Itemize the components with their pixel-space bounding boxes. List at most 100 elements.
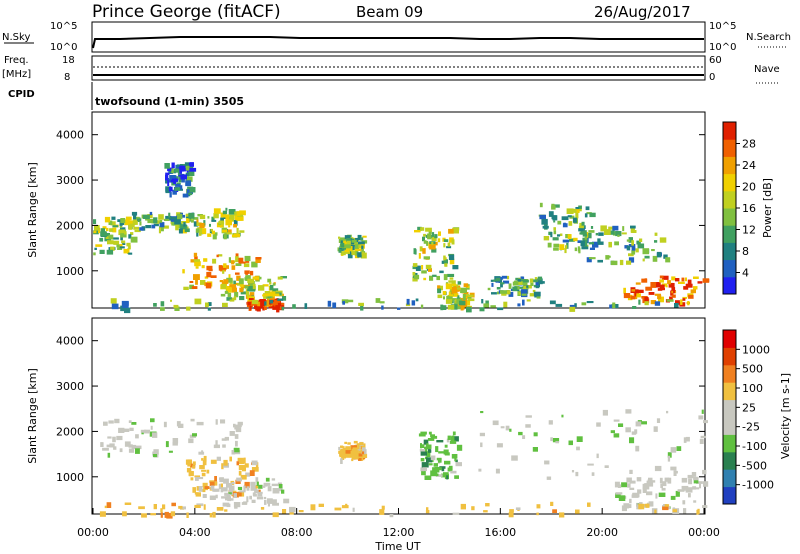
echo-cell (250, 481, 256, 486)
power-cbar-blocks (723, 122, 736, 295)
echo-cell (361, 251, 364, 255)
echo-cell (646, 491, 653, 496)
echo-cell (189, 284, 194, 290)
echo-cell (608, 241, 612, 248)
echo-cell (241, 466, 246, 472)
x-tick-label: 20:00 (586, 526, 618, 539)
echo-cell (693, 276, 699, 279)
echo-cell (625, 503, 629, 509)
echo-cell (666, 410, 669, 414)
echo-cell (193, 259, 200, 262)
echo-cell (128, 444, 133, 448)
echo-cell (272, 305, 277, 310)
echo-cell (225, 496, 230, 501)
echo-cell (142, 214, 150, 219)
echo-cell (188, 471, 194, 477)
echo-cell (533, 284, 538, 288)
echo-cell (118, 427, 125, 433)
echo-cell (215, 494, 218, 499)
echo-cell (668, 283, 675, 288)
echo-cell (239, 296, 245, 301)
echo-cell (268, 305, 274, 309)
echo-cell (107, 240, 114, 245)
echo-cell (243, 263, 250, 268)
echo-cell (213, 208, 221, 214)
echo-cell (128, 420, 132, 423)
echo-cell (670, 495, 676, 500)
echo-cell (233, 219, 238, 226)
echo-cell (521, 292, 527, 296)
echo-cell (577, 240, 582, 243)
echo-cell (432, 467, 436, 473)
echo-cell (265, 301, 269, 307)
echo-cell (211, 216, 215, 222)
echo-cell (246, 256, 251, 262)
echo-cell (559, 233, 563, 236)
echo-cell (250, 270, 254, 276)
echo-cell (509, 428, 512, 432)
echo-cell (436, 440, 444, 443)
echo-cell (425, 444, 432, 449)
echo-cell (687, 279, 692, 285)
velocity-cbar-label: Velocity [m s-1] (779, 373, 792, 459)
echo-cell (283, 498, 290, 504)
echo-cell (459, 300, 466, 306)
echo-cell (355, 244, 359, 250)
power-marks (93, 162, 710, 314)
echo-cell (660, 288, 665, 291)
echo-cell (124, 428, 130, 432)
echo-cell (441, 466, 445, 472)
echo-cell (438, 451, 445, 454)
echo-cell (239, 261, 246, 264)
echo-cell (356, 453, 363, 457)
echo-cell (282, 296, 287, 301)
echo-cell (237, 421, 243, 426)
echo-cell (466, 306, 472, 313)
echo-cell (239, 230, 245, 233)
echo-cell (431, 241, 434, 246)
echo-cell (119, 448, 123, 453)
echo-cell (677, 489, 685, 492)
echo-cell (360, 449, 364, 452)
echo-cell (609, 304, 612, 309)
echo-cell (199, 214, 206, 220)
echo-cell (264, 293, 271, 296)
echo-cell (444, 444, 448, 448)
echo-cell (638, 503, 645, 510)
echo-cell (431, 232, 435, 237)
colorbar-block (723, 276, 736, 295)
echo-cell (441, 473, 447, 478)
echo-cell (438, 458, 442, 463)
echo-cell (681, 277, 685, 282)
velocity-xlabel: Time UT (374, 540, 420, 553)
echo-cell (347, 442, 351, 445)
echo-cell (618, 495, 626, 501)
echo-cell (110, 298, 117, 304)
echo-cell (525, 424, 531, 428)
echo-cell (688, 478, 693, 485)
echo-cell (437, 285, 441, 291)
echo-cell (252, 283, 256, 290)
echo-cell (257, 491, 263, 494)
echo-cell (589, 212, 596, 218)
echo-cell (133, 214, 137, 220)
echo-cell (178, 185, 183, 190)
echo-cell (224, 492, 229, 496)
freq-tick-top: 18 (62, 55, 75, 66)
echo-cell (134, 229, 141, 233)
echo-cell (352, 507, 355, 512)
echo-cell (555, 303, 563, 307)
echo-cell (345, 446, 352, 451)
echo-cell (697, 281, 703, 284)
echo-cell (683, 508, 687, 514)
echo-cell (153, 223, 159, 227)
echo-cell (435, 446, 439, 453)
echo-cell (231, 482, 235, 485)
echo-cell (449, 298, 457, 301)
echo-cell (630, 225, 636, 229)
echo-cell (674, 303, 679, 308)
echo-cell (663, 254, 668, 259)
echo-cell (144, 429, 150, 434)
echo-cell (233, 280, 236, 287)
echo-cell (501, 275, 508, 279)
